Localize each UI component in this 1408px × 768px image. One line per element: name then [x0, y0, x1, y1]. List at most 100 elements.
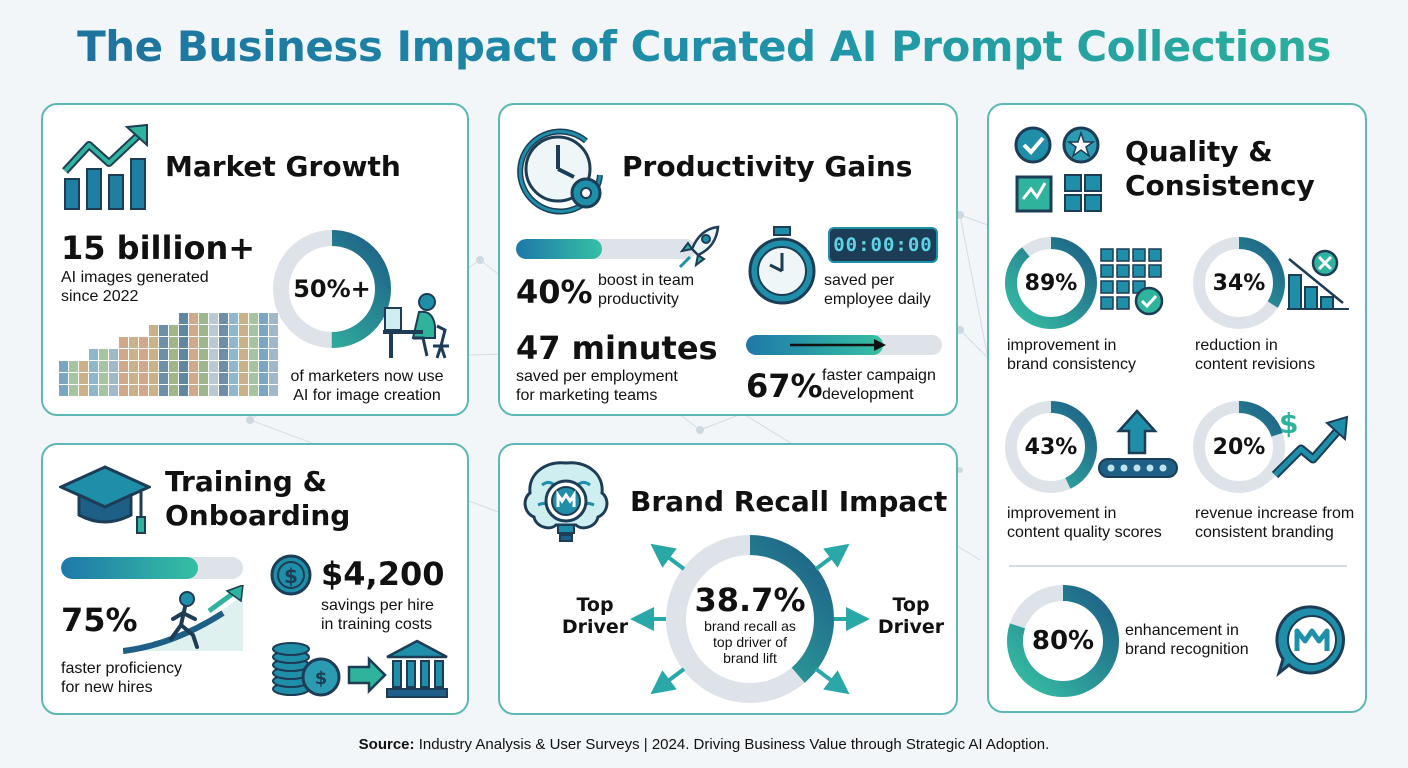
proficiency-desc-1: faster proficiency: [61, 660, 182, 677]
productivity-boost-desc-1: boost in team: [598, 272, 695, 289]
quality-icons-grid: [1014, 126, 1102, 213]
mosaic-tile: [259, 313, 268, 324]
images-generated-stat: 15 billion+: [61, 229, 256, 267]
mosaic-tile: [239, 313, 248, 324]
mosaic-tile: [219, 373, 228, 384]
minutes-saved-value: 47 minutes: [516, 329, 718, 367]
quality-donut-1-arc: [1193, 237, 1285, 329]
campaign-desc-2: development: [822, 386, 914, 403]
training-heading-line-2: Onboarding: [165, 499, 351, 532]
images-generated-desc-1: AI images generated: [61, 269, 209, 286]
mosaic-tile: [189, 349, 198, 360]
mosaic-tile: [199, 373, 208, 384]
mosaic-tile: [209, 337, 218, 348]
content-revisions-desc-1: reduction in: [1195, 337, 1278, 354]
mosaic-tile: [129, 385, 138, 396]
mosaic-tile: [239, 349, 248, 360]
brand-consistency-label: 89%: [1024, 270, 1078, 296]
mosaic-tile: [239, 337, 248, 348]
market-growth-panel: Market Growth 15 billion+ AI images gene…: [41, 103, 469, 416]
mosaic-tile: [249, 361, 258, 372]
revenue-increase-donut: 20%: [1193, 401, 1285, 493]
mosaic-tile: [149, 373, 158, 384]
quality-donut-2-arc: [1005, 401, 1097, 493]
content-revisions-donut: 34%: [1193, 237, 1285, 329]
coin-stack-symbol-text: $: [315, 668, 328, 689]
declining-bars-icon: [1287, 249, 1349, 310]
brain-lightbulb-icon: [523, 461, 609, 542]
mosaic-tile: [189, 313, 198, 324]
images-generated-desc-2: since 2022: [61, 288, 139, 305]
mosaic-tile: [169, 373, 178, 384]
top-driver-right-2: Driver: [877, 616, 945, 638]
savings-desc-2: in training costs: [321, 616, 433, 633]
quality-panel: Quality & Consistency 89% improvement in…: [987, 103, 1367, 713]
mosaic-tile: [169, 337, 178, 348]
person-at-desk-icon: [383, 293, 449, 359]
digital-timer-display: 00:00:00: [828, 227, 938, 263]
brand-recognition-desc-1: enhancement in: [1125, 622, 1239, 639]
mosaic-tile: [159, 373, 168, 384]
mosaic-tile: [259, 361, 268, 372]
content-revisions-desc-2: content revisions: [1195, 356, 1316, 373]
productivity-boost-value: 40%: [516, 273, 593, 311]
campaign-desc-1: faster campaign: [822, 367, 936, 384]
mosaic-tile: [259, 385, 268, 396]
content-quality-donut: 43%: [1005, 401, 1097, 493]
mosaic-tile: [119, 337, 128, 348]
marketers-desc-1: of marketers now use: [290, 368, 444, 385]
mosaic-tile: [229, 361, 238, 372]
revenue-increase-desc-1: revenue increase from: [1195, 505, 1355, 522]
brand-recall-donut-arc: [666, 535, 834, 703]
revenue-increase-label: 20%: [1212, 434, 1266, 460]
mosaic-tile: [159, 385, 168, 396]
mosaic-tile: [69, 361, 78, 372]
mosaic-tile: [179, 313, 188, 324]
mosaic-tile: [239, 373, 248, 384]
mosaic-tile: [179, 361, 188, 372]
page-title: The Business Impact of Curated AI Prompt…: [0, 22, 1408, 71]
mosaic-tile: [209, 325, 218, 336]
mosaic-tile: [149, 385, 158, 396]
marketers-desc-2: AI for image creation: [293, 387, 441, 404]
mosaic-tile: [99, 361, 108, 372]
training-heading-line-1: Training &: [165, 465, 327, 498]
mosaic-tile: [189, 325, 198, 336]
market-growth-heading: Market Growth: [165, 150, 401, 183]
content-quality-desc-2: content quality scores: [1007, 524, 1162, 541]
mosaic-tile: [79, 361, 88, 372]
mosaic-tile: [79, 385, 88, 396]
mosaic-tile: [249, 385, 258, 396]
timer-desc-2: employee daily: [824, 291, 931, 308]
mosaic-tile: [189, 361, 198, 372]
brand-recall-panel: Brand Recall Impact 38.7% brand recall a…: [498, 443, 958, 715]
mosaic-tile: [269, 373, 278, 384]
mosaic-tile: [89, 385, 98, 396]
mosaic-tile: [79, 373, 88, 384]
marketers-donut: 50%+: [273, 230, 391, 348]
mosaic-tile: [159, 337, 168, 348]
productivity-panel: Productivity Gains 40% boost in team pro…: [498, 103, 958, 416]
mosaic-tile: [269, 361, 278, 372]
mosaic-tile: [269, 337, 278, 348]
mosaic-tile: [259, 349, 268, 360]
mosaic-tile: [129, 373, 138, 384]
mosaic-tile: [219, 325, 228, 336]
mosaic-tile: [179, 373, 188, 384]
mosaic-tile: [139, 361, 148, 372]
content-revisions-label: 34%: [1212, 270, 1266, 296]
mosaic-tile: [159, 349, 168, 360]
mosaic-tile: [229, 373, 238, 384]
mosaic-tile: [239, 385, 248, 396]
content-quality-desc-1: improvement in: [1007, 505, 1117, 522]
campaign-value: 67%: [746, 367, 823, 405]
brand-consistency-desc-1: improvement in: [1007, 337, 1117, 354]
mosaic-tile: [239, 361, 248, 372]
mosaic-tile: [249, 337, 258, 348]
content-quality-label: 43%: [1024, 434, 1078, 460]
mosaic-tile: [259, 373, 268, 384]
mosaic-tile: [69, 385, 78, 396]
mosaic-tile: [149, 361, 158, 372]
mosaic-tile: [219, 385, 228, 396]
brand-recognition-donut: 80%: [1007, 585, 1119, 697]
